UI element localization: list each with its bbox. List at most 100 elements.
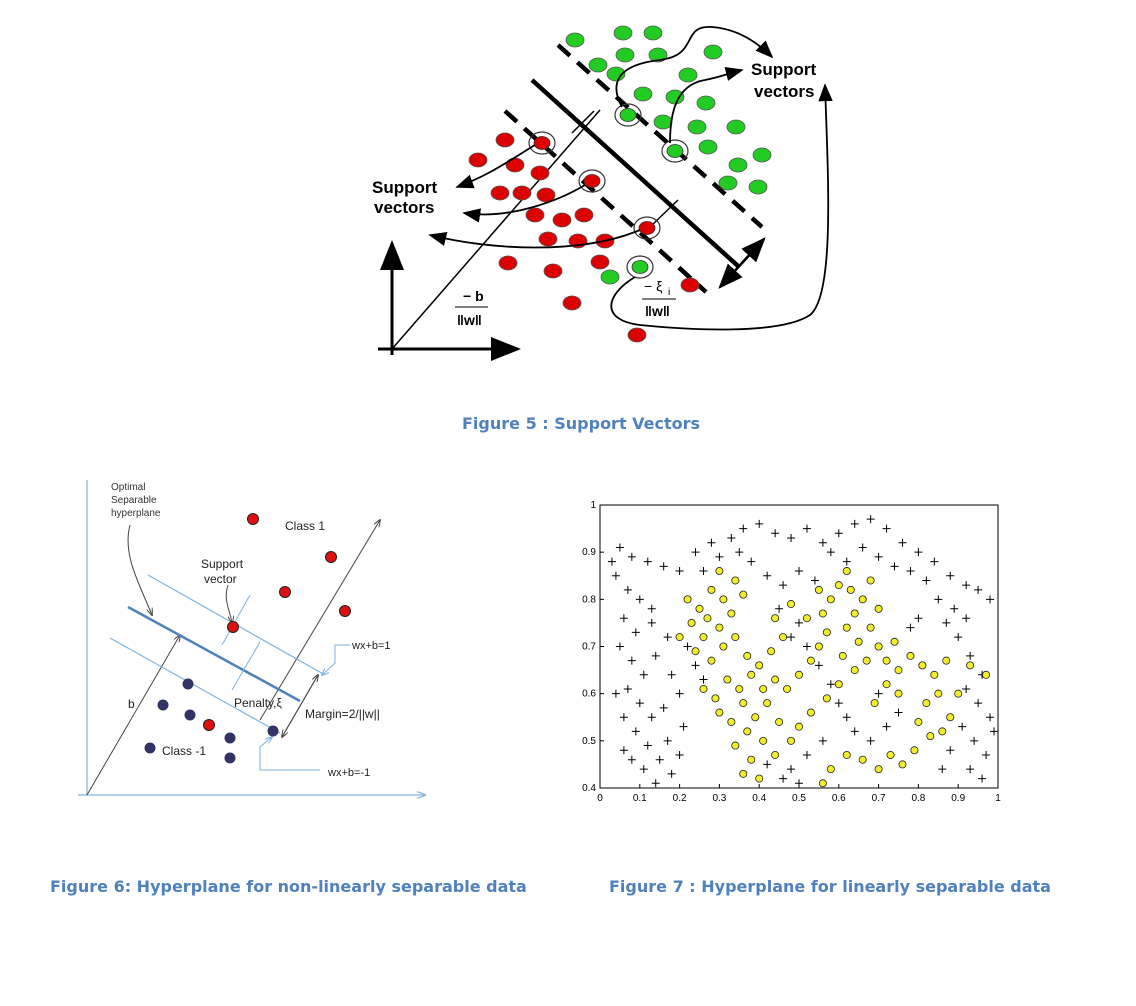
circle-point	[926, 732, 935, 741]
circle-point	[735, 684, 744, 693]
circle-point	[806, 656, 815, 665]
circle-point	[866, 623, 875, 632]
plus-point	[970, 736, 979, 745]
plus-point	[611, 689, 620, 698]
circle-point	[751, 713, 760, 722]
circle-point	[731, 576, 740, 585]
y-tick-label: 0.8	[582, 594, 596, 605]
circle-point	[707, 656, 716, 665]
plus-point	[651, 779, 660, 788]
circle-point	[719, 595, 728, 604]
support-vectors-label-left-2: vectors	[374, 198, 434, 217]
support-vectors-label-right-1: Support	[751, 60, 816, 79]
circle-point	[771, 675, 780, 684]
plus-point	[771, 529, 780, 538]
plus-point	[623, 585, 632, 594]
figure5-support-vectors-diagram: Support vectors Support vectors − b ‖w‖ …	[372, 25, 833, 361]
circle-point	[739, 699, 748, 708]
circle-point	[739, 769, 748, 778]
plus-point	[826, 680, 835, 689]
circle-point	[787, 736, 796, 745]
scatter-marks	[607, 515, 999, 788]
plus-point	[699, 675, 708, 684]
svg-text:− b: − b	[463, 288, 484, 304]
circle-point	[759, 684, 768, 693]
circle-point	[731, 633, 740, 642]
plus-point	[763, 760, 772, 769]
plus-point	[747, 557, 756, 566]
circle-point	[723, 675, 732, 684]
plus-point	[611, 571, 620, 580]
wx-pos-label: wx+b=1	[351, 640, 391, 652]
plus-point	[663, 736, 672, 745]
plus-point	[914, 614, 923, 623]
circle-point	[699, 684, 708, 693]
formula-bias-over-norm: − b ‖w‖	[455, 288, 488, 328]
plus-point	[619, 713, 628, 722]
svg-text:Separable: Separable	[111, 495, 157, 506]
y-axis-ticks: 0.4 0.5 0.6 0.7 0.8 0.9 1	[582, 500, 604, 794]
circle-point	[794, 670, 803, 679]
positive-support-vectors	[614, 103, 689, 279]
circle-point	[707, 585, 716, 594]
b-vector	[86, 635, 180, 796]
plus-point	[982, 750, 991, 759]
circle-point	[982, 670, 991, 679]
circle-point	[794, 722, 803, 731]
circle-point	[910, 746, 919, 755]
circle-point	[834, 680, 843, 689]
x-tick-label: 0.1	[633, 793, 647, 804]
plus-point	[842, 557, 851, 566]
plus-point	[763, 571, 772, 580]
x-tick-label: 0.6	[832, 793, 846, 804]
plus-point	[934, 595, 943, 604]
plus-point	[619, 614, 628, 623]
plus-point	[942, 618, 951, 627]
circle-point	[834, 581, 843, 590]
circle-point	[874, 604, 883, 613]
plus-point	[795, 567, 803, 576]
plus-point	[850, 727, 859, 736]
support-vectors-label-right-2: vectors	[754, 82, 814, 101]
plus-point	[643, 741, 652, 750]
plus-point	[906, 567, 915, 576]
negative-support-vectors	[528, 131, 661, 240]
plus-point	[802, 750, 811, 759]
plus-point	[974, 585, 983, 594]
plus-point	[818, 736, 827, 745]
circle-point	[783, 684, 792, 693]
circle-point	[755, 774, 764, 783]
plus-point	[683, 642, 692, 651]
plus-point	[802, 642, 811, 651]
plus-point	[627, 656, 636, 665]
plus-point	[787, 633, 796, 642]
circle-point	[822, 628, 831, 637]
y-tick-label: 0.5	[582, 736, 596, 747]
plus-point	[655, 755, 664, 764]
circle-point	[870, 699, 879, 708]
svg-text:Support: Support	[201, 557, 244, 571]
plus-point	[954, 633, 963, 642]
plus-point	[639, 670, 648, 679]
class1-points	[203, 513, 351, 731]
circle-point	[771, 750, 780, 759]
plus-point	[663, 633, 672, 642]
wx-pos-pointer	[322, 644, 350, 675]
circle-point	[846, 585, 855, 594]
plus-point	[874, 689, 883, 698]
figure7-caption: Figure 7 : Hyperplane for linearly separ…	[609, 877, 1051, 896]
circle-point	[922, 699, 931, 708]
plus-point	[639, 765, 648, 774]
plus-point	[826, 548, 835, 557]
plus-point	[631, 628, 640, 637]
hyperplane	[530, 78, 740, 268]
plus-point	[627, 552, 636, 561]
plus-point	[894, 708, 903, 717]
plus-point	[834, 699, 843, 708]
circle-point	[802, 614, 811, 623]
hyperplane-pointer	[127, 524, 152, 615]
plus-point	[607, 557, 616, 566]
plus-point	[950, 604, 959, 613]
plus-point	[675, 750, 684, 759]
circle-point	[882, 656, 891, 665]
